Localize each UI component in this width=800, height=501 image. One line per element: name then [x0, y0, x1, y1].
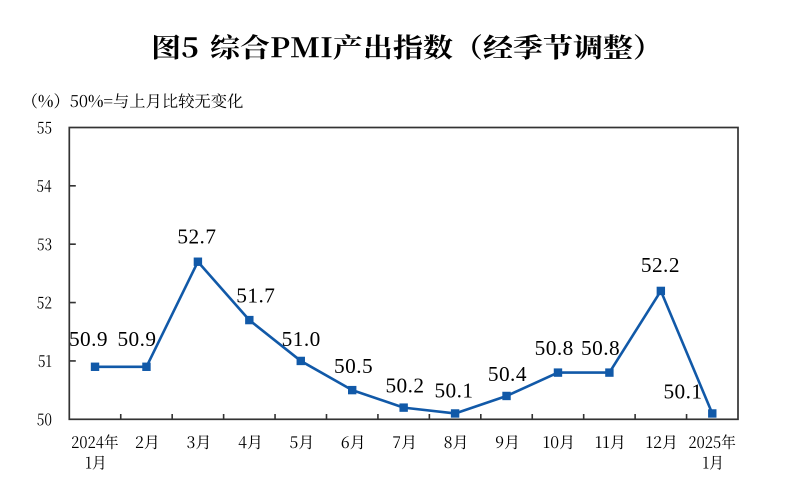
svg-text:50.8: 50.8: [535, 336, 574, 360]
svg-text:51.7: 51.7: [236, 283, 275, 307]
svg-text:50.9: 50.9: [69, 327, 108, 351]
svg-text:52.7: 52.7: [177, 225, 216, 249]
svg-text:50.4: 50.4: [488, 362, 527, 386]
svg-text:52.2: 52.2: [641, 253, 680, 277]
svg-text:50.2: 50.2: [385, 374, 424, 398]
svg-text:50.1: 50.1: [663, 380, 702, 404]
svg-text:51.0: 51.0: [282, 327, 321, 351]
svg-text:50.9: 50.9: [117, 327, 156, 351]
svg-text:50.5: 50.5: [334, 354, 373, 378]
svg-text:50.1: 50.1: [434, 379, 473, 403]
svg-text:50.8: 50.8: [581, 336, 620, 360]
